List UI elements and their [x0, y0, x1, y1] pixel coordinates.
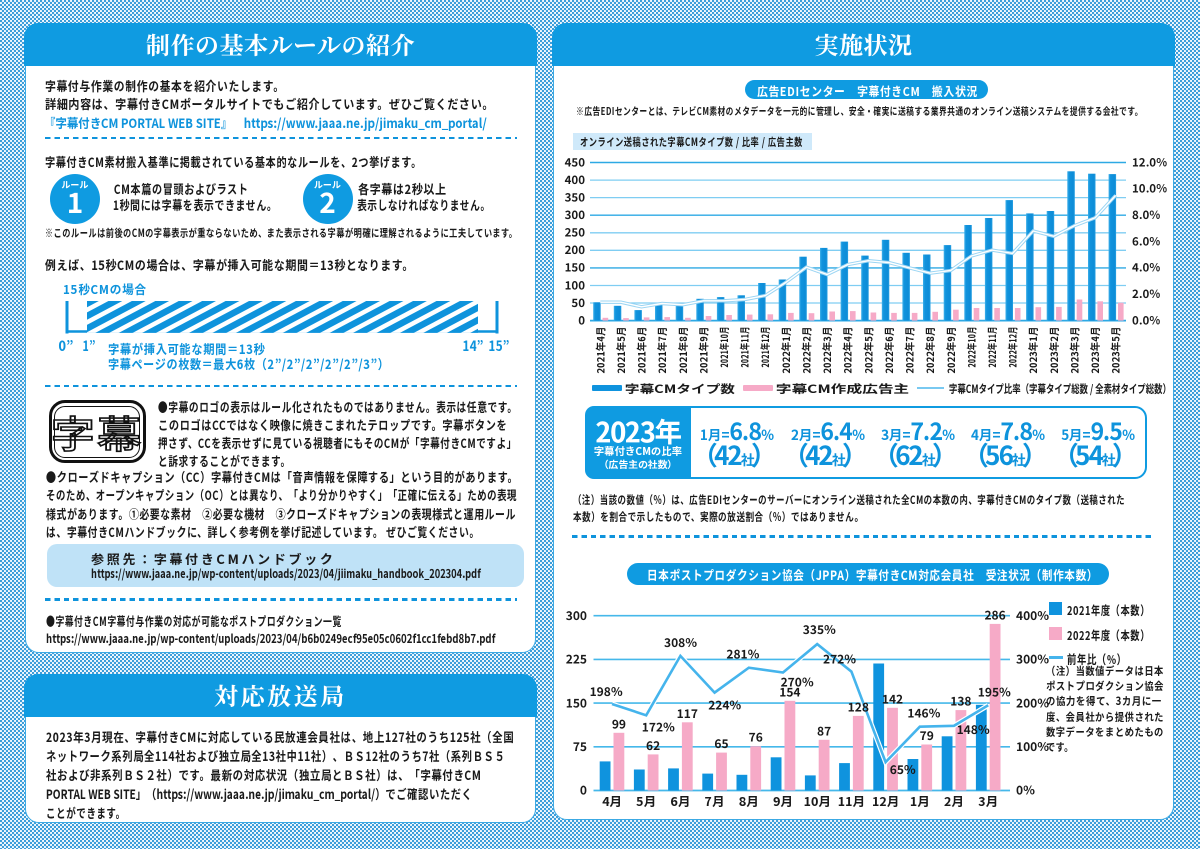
svg-text:5月: 5月 — [636, 791, 656, 810]
svg-text:0.0%: 0.0% — [1132, 312, 1160, 328]
svg-text:50: 50 — [571, 295, 585, 311]
svg-text:150: 150 — [566, 694, 587, 711]
svg-text:字幕CMタイプ比率（字幕タイプ総数 / 全素材タイプ総数）: 字幕CMタイプ比率（字幕タイプ総数 / 全素材タイプ総数） — [949, 381, 1171, 397]
svg-text:87: 87 — [817, 722, 831, 739]
svg-text:250: 250 — [565, 225, 586, 241]
svg-text:300: 300 — [565, 207, 586, 223]
svg-text:350: 350 — [565, 189, 586, 205]
svg-text:148%: 148% — [957, 721, 990, 738]
svg-text:11月: 11月 — [838, 791, 865, 810]
svg-text:4月: 4月 — [602, 791, 622, 810]
svg-text:2021年9月: 2021年9月 — [695, 327, 710, 374]
svg-text:3月: 3月 — [978, 791, 998, 810]
svg-text:2021年12月: 2021年12月 — [757, 327, 772, 368]
svg-text:2022年4月: 2022年4月 — [840, 327, 855, 374]
svg-text:142: 142 — [882, 690, 903, 707]
svg-text:2021年6月: 2021年6月 — [634, 327, 649, 374]
svg-text:0”: 0” — [59, 336, 74, 356]
svg-text:0: 0 — [580, 782, 587, 799]
svg-text:300: 300 — [566, 607, 587, 624]
svg-text:150: 150 — [565, 260, 586, 276]
svg-text:225: 225 — [566, 651, 587, 668]
svg-text:65: 65 — [714, 735, 728, 752]
svg-text:308%: 308% — [664, 634, 697, 651]
svg-text:117: 117 — [677, 705, 698, 722]
svg-text:138: 138 — [950, 693, 971, 710]
svg-text:272%: 272% — [823, 651, 856, 668]
svg-text:2021年4月: 2021年4月 — [592, 327, 607, 374]
svg-text:9月: 9月 — [773, 791, 793, 810]
svg-text:270%: 270% — [781, 674, 814, 691]
svg-text:450: 450 — [565, 156, 586, 170]
svg-text:65%: 65% — [890, 761, 916, 778]
svg-text:200%: 200% — [1016, 694, 1049, 711]
svg-text:8.0%: 8.0% — [1132, 207, 1160, 223]
svg-text:0%: 0% — [1016, 782, 1035, 799]
svg-text:400: 400 — [565, 172, 586, 188]
svg-text:2023年5月: 2023年5月 — [1108, 327, 1123, 374]
svg-text:7月: 7月 — [705, 791, 725, 810]
svg-text:2022年12月: 2022年12月 — [1005, 327, 1020, 368]
svg-text:10月: 10月 — [804, 791, 831, 810]
svg-text:2022年3月: 2022年3月 — [819, 327, 834, 374]
svg-text:15”: 15” — [489, 336, 510, 356]
svg-text:154: 154 — [779, 683, 800, 700]
svg-text:8月: 8月 — [739, 791, 759, 810]
svg-text:2022年8月: 2022年8月 — [922, 327, 937, 374]
svg-text:10.0%: 10.0% — [1132, 181, 1167, 197]
svg-text:2022年2月: 2022年2月 — [798, 327, 813, 374]
svg-text:281%: 281% — [726, 646, 759, 663]
svg-text:300%: 300% — [1016, 651, 1049, 668]
svg-text:4.0%: 4.0% — [1132, 260, 1160, 276]
svg-text:62: 62 — [646, 737, 660, 754]
svg-text:字幕CMタイプ数: 字幕CMタイプ数 — [625, 381, 736, 397]
svg-text:2021年5月: 2021年5月 — [613, 327, 628, 374]
svg-text:6月: 6月 — [670, 791, 690, 810]
svg-text:2021年11月: 2021年11月 — [737, 327, 752, 368]
svg-text:400%: 400% — [1016, 607, 1049, 624]
svg-text:14”: 14” — [463, 336, 484, 356]
svg-text:2月: 2月 — [944, 791, 964, 810]
svg-text:2022年7月: 2022年7月 — [902, 327, 917, 374]
svg-text:198%: 198% — [590, 683, 623, 700]
svg-text:2023年1月: 2023年1月 — [1025, 327, 1040, 374]
svg-text:0: 0 — [578, 312, 585, 328]
svg-text:2021年10月: 2021年10月 — [716, 327, 731, 368]
svg-text:1”: 1” — [83, 336, 96, 356]
svg-text:6.0%: 6.0% — [1132, 233, 1160, 249]
svg-text:146%: 146% — [907, 705, 940, 722]
svg-text:字幕CM作成広告主: 字幕CM作成広告主 — [776, 381, 909, 397]
svg-text:1月: 1月 — [910, 791, 930, 810]
svg-text:2022年6月: 2022年6月 — [881, 327, 896, 374]
svg-text:75: 75 — [573, 738, 587, 755]
svg-text:79: 79 — [920, 727, 934, 744]
svg-text:99: 99 — [612, 715, 626, 732]
svg-text:2.0%: 2.0% — [1132, 286, 1160, 302]
svg-text:2022年10月: 2022年10月 — [963, 327, 978, 368]
svg-text:2023年4月: 2023年4月 — [1087, 327, 1102, 374]
svg-text:100: 100 — [565, 277, 586, 293]
svg-text:172%: 172% — [642, 718, 675, 735]
svg-text:2023年2月: 2023年2月 — [1046, 327, 1061, 374]
svg-text:2022年1月: 2022年1月 — [778, 327, 793, 374]
svg-text:200: 200 — [565, 242, 586, 258]
svg-text:12月: 12月 — [872, 791, 899, 810]
svg-text:2022年5月: 2022年5月 — [860, 327, 875, 374]
svg-text:195%: 195% — [978, 683, 1011, 700]
svg-text:100%: 100% — [1016, 738, 1049, 755]
svg-text:76: 76 — [749, 729, 763, 746]
svg-text:2022年9月: 2022年9月 — [943, 327, 958, 374]
svg-text:2023年3月: 2023年3月 — [1066, 327, 1081, 374]
svg-text:2022年11月: 2022年11月 — [984, 327, 999, 368]
svg-text:2021年7月: 2021年7月 — [654, 327, 669, 374]
svg-text:128: 128 — [848, 698, 869, 715]
svg-text:2021年8月: 2021年8月 — [675, 327, 690, 374]
svg-text:224%: 224% — [708, 697, 741, 714]
svg-text:286: 286 — [984, 606, 1005, 623]
svg-text:335%: 335% — [803, 621, 836, 638]
svg-text:12.0%: 12.0% — [1132, 156, 1167, 170]
